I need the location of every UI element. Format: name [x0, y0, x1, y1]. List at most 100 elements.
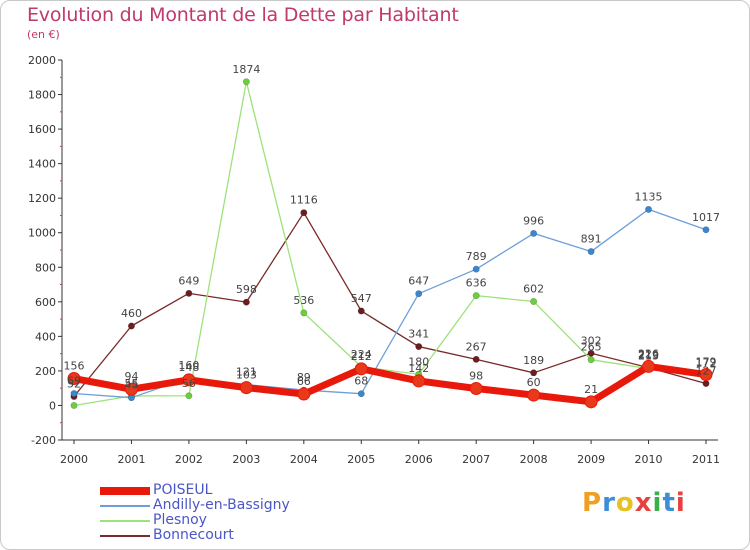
y-tick-label: 1800: [28, 89, 56, 102]
x-tick-label: 2007: [462, 453, 490, 466]
series-line-bonnecourt: [73, 212, 707, 398]
data-label: 68: [354, 375, 368, 388]
data-point-bonnecourt: [127, 322, 135, 330]
data-point-poiseul: [642, 359, 656, 373]
legend-swatch: [100, 534, 150, 537]
data-label: 69: [67, 375, 81, 388]
data-label: 789: [466, 250, 487, 263]
data-point-plesnoy: [70, 401, 78, 409]
data-label: 156: [64, 360, 85, 373]
data-label: 212: [351, 350, 372, 363]
data-label: 172: [696, 357, 717, 370]
x-tick-label: 2009: [577, 453, 605, 466]
legend-swatch: [100, 519, 150, 522]
data-label: 66: [297, 375, 311, 388]
logo-letter: P: [582, 488, 603, 518]
legend-label: POISEUL: [153, 482, 213, 498]
data-point-poiseul: [182, 373, 196, 387]
x-tick-label: 2011: [692, 453, 720, 466]
data-point-poiseul: [124, 382, 138, 396]
data-label: 547: [351, 292, 372, 305]
data-label: 52: [67, 377, 81, 390]
data-label: 996: [523, 214, 544, 227]
data-label: 160: [178, 359, 199, 372]
data-label: 94: [124, 370, 138, 383]
y-tick-label: 1600: [28, 123, 56, 136]
logo-letter: o: [615, 488, 635, 518]
logo-letter: i: [652, 488, 663, 518]
data-point-bonnecourt: [242, 298, 250, 306]
data-label: 179: [696, 356, 717, 369]
x-tick-label: 2004: [290, 453, 318, 466]
data-point-poiseul: [469, 382, 483, 396]
data-point-andilly-en-bassigny: [70, 390, 78, 398]
data-label: 226: [638, 347, 659, 360]
y-tick-label: 1000: [28, 227, 56, 240]
data-label: 265: [581, 341, 602, 354]
data-point-poiseul: [297, 387, 311, 401]
legend-label: Andilly-en-Bassigny: [153, 497, 290, 513]
y-tick-label: 600: [35, 296, 56, 309]
x-tick-label: 2001: [117, 453, 145, 466]
x-tick-label: 2010: [635, 453, 663, 466]
data-label: 341: [408, 328, 429, 341]
data-point-andilly-en-bassigny: [587, 248, 595, 256]
data-label: 189: [523, 354, 544, 367]
logo-letter: x: [634, 488, 653, 518]
legend: POISEUL Andilly-en-Bassigny Plesnoy Bonneco…: [100, 483, 290, 543]
data-label: 649: [178, 274, 199, 287]
data-label: 219: [638, 349, 659, 362]
data-label: 302: [581, 334, 602, 347]
y-tick-label: 400: [35, 330, 56, 343]
data-point-andilly-en-bassigny: [357, 390, 365, 398]
x-tick-label: 2005: [347, 453, 375, 466]
data-point-andilly-en-bassigny: [415, 290, 423, 298]
data-label: 180: [408, 355, 429, 368]
x-tick-label: 2003: [232, 453, 260, 466]
data-point-bonnecourt: [530, 369, 538, 377]
y-tick-label: 2000: [28, 54, 56, 67]
data-point-plesnoy: [242, 78, 250, 86]
data-label: 60: [527, 376, 541, 389]
data-label: 598: [236, 283, 257, 296]
data-point-poiseul: [67, 372, 81, 386]
data-label: 224: [351, 348, 372, 361]
data-label: 121: [236, 366, 257, 379]
proxiti-logo: Proxiti: [582, 488, 686, 518]
x-tick-label: 2002: [175, 453, 203, 466]
x-tick-label: 2006: [405, 453, 433, 466]
data-label: 103: [236, 369, 257, 382]
data-point-plesnoy: [300, 309, 308, 317]
data-point-plesnoy: [587, 356, 595, 364]
data-point-andilly-en-bassigny: [530, 229, 538, 237]
data-point-bonnecourt: [300, 209, 308, 217]
data-label: 536: [293, 294, 314, 307]
series-line-plesnoy: [73, 81, 707, 407]
data-label: 21: [584, 383, 598, 396]
data-point-poiseul: [412, 374, 426, 388]
data-label: 56: [182, 377, 196, 390]
y-tick-label: 200: [35, 365, 56, 378]
series-line-andilly-en-bassigny: [73, 208, 707, 399]
data-label: 127: [696, 365, 717, 378]
data-point-bonnecourt: [702, 380, 710, 388]
legend-swatch: [100, 504, 150, 507]
data-point-plesnoy: [530, 297, 538, 305]
chart-subtitle: (en €): [27, 28, 60, 41]
data-point-poiseul: [527, 388, 541, 402]
data-point-andilly-en-bassigny: [645, 205, 653, 213]
x-tick-label: 2008: [520, 453, 548, 466]
logo-letter: t: [662, 488, 676, 518]
data-point-poiseul: [239, 381, 253, 395]
y-tick-label: 1400: [28, 158, 56, 171]
data-point-poiseul: [699, 368, 713, 382]
data-point-bonnecourt: [357, 307, 365, 315]
y-tick-label: 800: [35, 261, 56, 274]
data-label: 89: [297, 371, 311, 384]
data-point-plesnoy: [472, 292, 480, 300]
data-point-bonnecourt: [185, 289, 193, 297]
y-tick-label: 1200: [28, 192, 56, 205]
legend-item: Andilly-en-Bassigny: [100, 498, 290, 513]
